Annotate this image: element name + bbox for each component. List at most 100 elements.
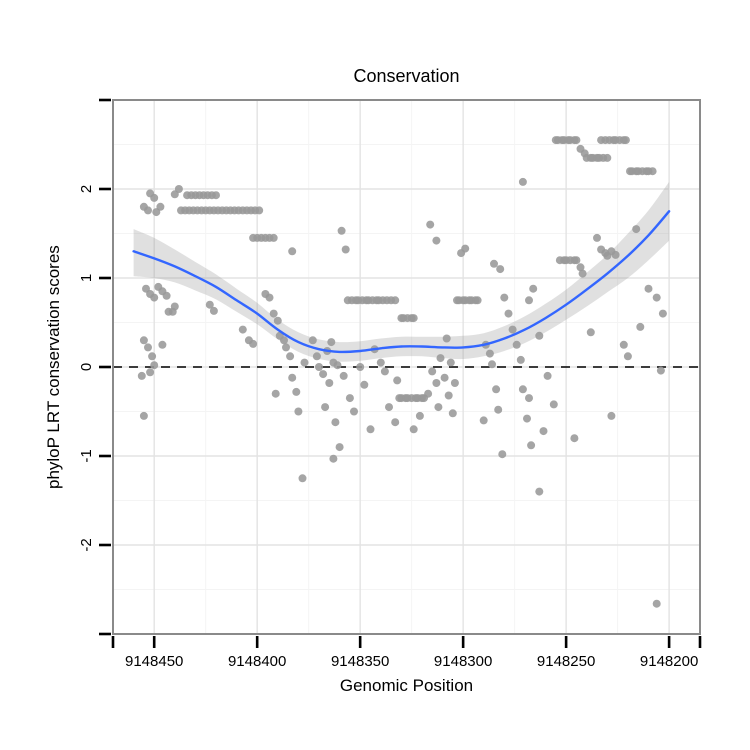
- data-point: [611, 250, 620, 259]
- data-point: [428, 367, 437, 376]
- data-point: [473, 296, 482, 305]
- data-point: [504, 309, 513, 318]
- data-point: [572, 136, 581, 145]
- data-point: [144, 343, 152, 352]
- data-point: [150, 293, 159, 302]
- data-point: [391, 418, 400, 427]
- data-point: [644, 284, 653, 293]
- data-point: [525, 296, 533, 305]
- data-point: [391, 296, 400, 305]
- data-point: [209, 306, 218, 315]
- data-point: [341, 245, 350, 254]
- data-point: [331, 418, 340, 427]
- data-point: [329, 454, 338, 463]
- data-point: [485, 349, 494, 358]
- data-point: [543, 371, 552, 380]
- data-point: [607, 411, 616, 420]
- data-point: [292, 387, 301, 396]
- data-point: [426, 220, 435, 229]
- data-point: [325, 379, 334, 387]
- data-point: [170, 302, 179, 311]
- data-point: [500, 293, 509, 302]
- data-point: [298, 474, 307, 483]
- data-point: [518, 177, 527, 186]
- data-point: [360, 380, 369, 389]
- data-point: [269, 233, 278, 242]
- data-point: [162, 291, 171, 300]
- data-point: [525, 394, 533, 403]
- data-point: [393, 376, 402, 385]
- data-point: [265, 293, 274, 302]
- data-point: [512, 340, 521, 349]
- data-point: [529, 284, 538, 293]
- data-point: [148, 352, 157, 361]
- x-tick-label: 9148350: [331, 653, 389, 670]
- data-point: [288, 373, 297, 382]
- panel-border: [112, 99, 701, 635]
- data-point: [150, 193, 159, 202]
- data-point: [535, 487, 544, 496]
- data-point: [158, 340, 167, 349]
- data-point: [436, 354, 445, 363]
- data-point: [308, 336, 317, 345]
- data-point: [572, 256, 581, 265]
- x-tick-label: 9148300: [434, 653, 492, 670]
- x-tick-label: 9148400: [228, 653, 286, 670]
- data-point: [444, 391, 453, 400]
- data-point: [432, 236, 441, 245]
- data-point: [300, 358, 309, 367]
- data-point: [321, 403, 330, 412]
- x-tick-label: 9148200: [640, 653, 698, 670]
- data-point: [286, 352, 295, 361]
- data-point: [212, 191, 220, 200]
- data-point: [337, 226, 346, 235]
- data-point: [586, 328, 595, 337]
- confidence-ribbon: [133, 181, 670, 362]
- data-point: [366, 425, 375, 434]
- data-point: [498, 450, 507, 459]
- y-tick-label: 1: [78, 274, 95, 282]
- data-point: [356, 363, 365, 371]
- data-point: [409, 314, 418, 323]
- data-point: [656, 366, 665, 375]
- data-point: [623, 352, 632, 361]
- data-point: [339, 371, 348, 380]
- data-point: [440, 373, 449, 382]
- data-point: [527, 441, 536, 450]
- data-point: [380, 367, 389, 376]
- data-point: [570, 434, 579, 443]
- data-point: [603, 153, 612, 162]
- data-point: [409, 425, 418, 434]
- data-point: [621, 136, 630, 145]
- data-point: [376, 358, 385, 367]
- data-point: [150, 361, 159, 370]
- data-point: [333, 361, 342, 370]
- data-point: [238, 325, 247, 334]
- data-point: [576, 263, 585, 272]
- y-tick-label: -1: [78, 449, 95, 462]
- data-point: [280, 336, 288, 345]
- data-point: [319, 370, 328, 379]
- data-point: [496, 265, 505, 274]
- data-point: [139, 411, 148, 420]
- y-tick-label: 2: [78, 185, 95, 193]
- data-point: [273, 316, 282, 325]
- data-point: [619, 340, 628, 349]
- data-point: [327, 338, 336, 347]
- data-point: [288, 247, 297, 256]
- data-point: [492, 385, 501, 394]
- data-point: [658, 309, 667, 318]
- data-point: [523, 414, 531, 423]
- data-point: [494, 405, 503, 414]
- data-point: [450, 379, 459, 387]
- data-point: [636, 322, 645, 331]
- data-point: [146, 368, 155, 377]
- data-point: [479, 416, 488, 425]
- data-point: [432, 379, 441, 387]
- data-point: [271, 389, 280, 398]
- data-point: [578, 269, 587, 278]
- data-point: [442, 334, 451, 343]
- smooth-line: [132, 210, 671, 354]
- data-point: [385, 403, 393, 412]
- y-tick-label: 0: [78, 363, 95, 371]
